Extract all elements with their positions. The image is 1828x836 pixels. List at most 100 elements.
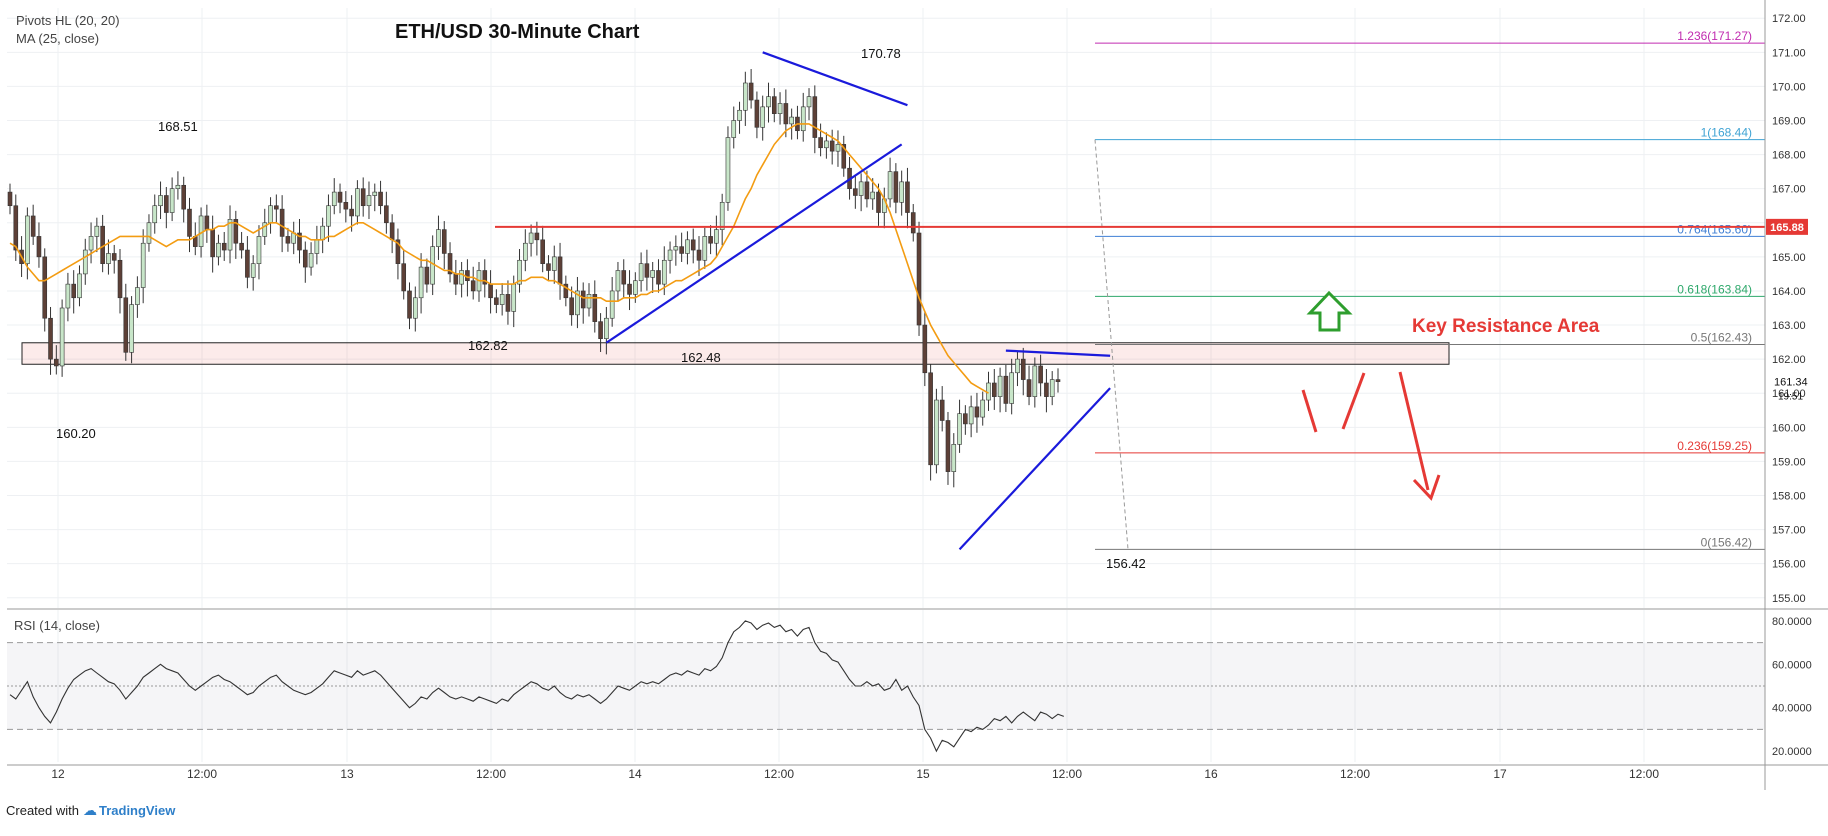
- candle-up: [824, 140, 829, 149]
- candle-down: [812, 96, 818, 138]
- candle-up: [575, 290, 580, 316]
- candle-down: [546, 263, 551, 271]
- candle-down: [939, 399, 945, 421]
- candle-up: [216, 242, 221, 258]
- x-tick-label: 13: [340, 767, 354, 781]
- candle-down: [164, 195, 169, 213]
- candle-up: [714, 229, 719, 244]
- candle-down: [48, 317, 53, 360]
- rsi-tick-label: 60.0000: [1772, 659, 1812, 671]
- pivot-label: 156.42: [1106, 556, 1146, 571]
- candle-up: [1009, 372, 1014, 404]
- candle-up: [673, 246, 679, 251]
- candle-down: [922, 324, 928, 374]
- candle-down: [893, 171, 899, 203]
- candle-down: [233, 219, 239, 244]
- candle-up: [980, 399, 986, 418]
- pivot-label: 168.51: [158, 119, 198, 134]
- candle-up: [934, 399, 939, 466]
- fib-level-label: 1(168.44): [1701, 126, 1752, 140]
- candle-down: [991, 382, 997, 397]
- candle-down: [876, 191, 881, 213]
- candle-up: [355, 188, 360, 217]
- candle-up: [1032, 365, 1038, 397]
- candle-up: [140, 242, 146, 288]
- candle-down: [187, 208, 192, 237]
- candle-up: [586, 294, 592, 309]
- y-tick-label: 171.00: [1772, 47, 1806, 59]
- fib-level-label: 0.618(163.84): [1677, 282, 1752, 296]
- candle-down: [945, 420, 951, 472]
- candle-up: [725, 137, 731, 203]
- candle-up: [899, 181, 904, 203]
- price-label-bg: [1766, 218, 1808, 235]
- candle-down: [71, 283, 76, 299]
- candle-down: [569, 297, 574, 316]
- candle-down: [494, 297, 499, 305]
- x-tick-label: 15: [916, 767, 930, 781]
- axes: 12 12:00 13 12:00 14 12:00 15 12:00 16 12:00 17 12:…: [7, 0, 1828, 790]
- y-tick-label: 164.00: [1772, 286, 1806, 298]
- y-tick-label: 157.00: [1772, 525, 1806, 537]
- candle-up: [800, 106, 806, 132]
- candle-up: [604, 317, 609, 339]
- candle-down: [864, 181, 870, 200]
- candle-up: [331, 191, 337, 207]
- tradingview-link[interactable]: TradingView: [98, 803, 176, 818]
- footer: Created with ☁ TradingView: [6, 802, 175, 819]
- candle-up: [858, 181, 864, 196]
- candle-down: [905, 181, 910, 213]
- fib-level-label: 0.764(165.60): [1677, 222, 1752, 236]
- candle-up: [256, 236, 262, 264]
- candle-up: [633, 280, 638, 295]
- fibonacci-levels: 1.236(171.27) 1(168.44) 0.764(165.60) 0.618…: [1094, 29, 1765, 550]
- candle-down: [279, 208, 285, 237]
- x-tick-label: 12:00: [764, 767, 794, 781]
- candle-down: [123, 297, 129, 353]
- y-tick-label: 161.00: [1772, 388, 1806, 400]
- candle-up: [737, 109, 742, 121]
- candle-up: [25, 215, 30, 264]
- candle-down: [54, 358, 59, 367]
- projection-arrow-head: [1412, 474, 1441, 501]
- candle-up: [262, 222, 268, 237]
- candle-up: [523, 242, 528, 261]
- candle-down: [407, 290, 412, 319]
- drawings: [495, 51, 1765, 551]
- candle-up: [65, 283, 71, 309]
- candle-down: [963, 413, 968, 425]
- candle-up: [870, 191, 876, 200]
- candle-down: [384, 205, 389, 224]
- candle-down: [13, 205, 19, 251]
- candle-down: [563, 283, 569, 299]
- y-tick-label: 162.00: [1772, 354, 1806, 366]
- rsi-tick-label: 80.0000: [1772, 616, 1812, 628]
- candle-up: [308, 253, 314, 268]
- candle-up: [789, 116, 794, 125]
- candle-down: [401, 263, 407, 292]
- candle-up: [82, 249, 88, 275]
- candle-down: [441, 229, 447, 254]
- candle-down: [783, 103, 789, 125]
- candle-up: [887, 171, 893, 200]
- candle-down: [36, 236, 42, 258]
- pivot-label: 170.78: [861, 46, 901, 61]
- y-tick-label: 168.00: [1772, 150, 1806, 162]
- tradingview-logo-icon: ☁: [82, 802, 97, 818]
- x-tick-label: 12:00: [476, 767, 506, 781]
- candle-down: [754, 99, 760, 128]
- candle-up: [436, 229, 441, 247]
- rsi-indicator-label: RSI (14, close): [14, 618, 100, 633]
- candle-up: [418, 266, 424, 299]
- candle-down: [644, 263, 650, 278]
- candle-down: [1020, 358, 1026, 380]
- candle-down: [841, 144, 847, 169]
- candle-up: [314, 239, 320, 254]
- candle-down: [221, 242, 227, 251]
- flat-trend-line: [1005, 349, 1111, 357]
- candle-down: [1038, 365, 1043, 384]
- candle-up: [951, 444, 957, 472]
- y-tick-label: 163.00: [1772, 320, 1806, 332]
- y-tick-label: 159.00: [1772, 456, 1806, 468]
